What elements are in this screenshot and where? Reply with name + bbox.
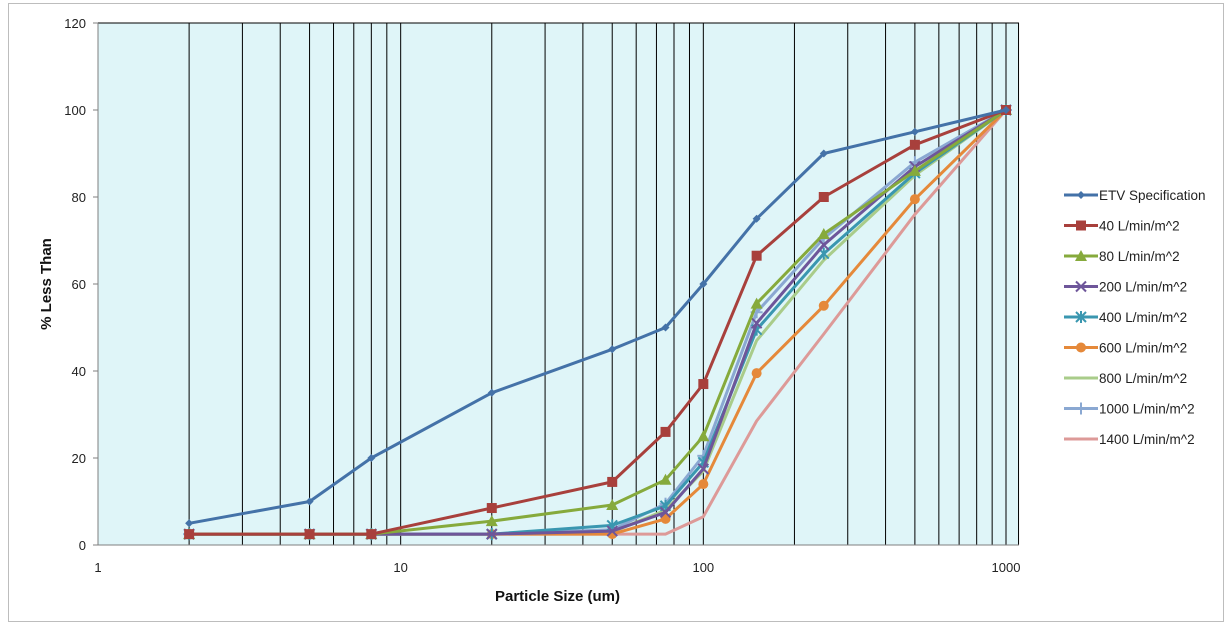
data-point <box>750 317 763 329</box>
data-point <box>1077 191 1085 199</box>
data-point <box>367 454 376 462</box>
data-point <box>699 280 708 288</box>
legend-label: 600 L/min/m^2 <box>1099 341 1187 356</box>
data-point <box>1076 342 1086 353</box>
x-tick-label: 100 <box>692 560 714 575</box>
data-point <box>751 250 762 261</box>
data-point <box>606 525 618 537</box>
data-point <box>909 139 920 150</box>
legend-label: ETV Specification <box>1099 188 1206 203</box>
data-point <box>697 463 710 475</box>
data-point <box>752 214 761 223</box>
legend-item: 80 L/min/m^2 <box>1064 249 1180 264</box>
legend-label: 400 L/min/m^2 <box>1099 310 1187 325</box>
legend-label: 200 L/min/m^2 <box>1099 280 1187 295</box>
data-point <box>608 345 617 354</box>
data-point <box>909 194 920 205</box>
data-point <box>661 323 670 332</box>
data-point <box>1002 106 1010 114</box>
legend-item: 1400 L/min/m^2 <box>1064 432 1195 447</box>
data-point <box>660 426 671 437</box>
y-tick-label: 80 <box>72 190 86 205</box>
y-tick-label: 40 <box>72 364 86 379</box>
data-point <box>486 503 497 514</box>
series-group <box>183 104 1012 541</box>
x-axis-title: Particle Size (um) <box>495 588 620 605</box>
data-point <box>698 479 709 490</box>
legend-item: 400 L/min/m^2 <box>1064 310 1187 325</box>
data-point <box>751 368 762 379</box>
data-point <box>819 149 828 158</box>
plot-area <box>98 23 1019 545</box>
x-tick-label: 1000 <box>992 560 1021 575</box>
y-tick-label: 60 <box>72 277 86 292</box>
x-tick-label: 1 <box>94 560 101 575</box>
data-point <box>698 379 709 390</box>
legend-item: 1000 L/min/m^2 <box>1064 402 1195 417</box>
legend-label: 800 L/min/m^2 <box>1099 371 1187 386</box>
legend-item: ETV Specification <box>1064 188 1206 203</box>
data-point <box>607 476 618 487</box>
data-point <box>366 529 377 540</box>
legend-label: 80 L/min/m^2 <box>1099 249 1180 264</box>
legend: ETV Specification 40 L/min/m^2 80 L/min/m^… <box>1064 188 1206 447</box>
data-point <box>1075 402 1087 415</box>
y-tick-label: 100 <box>64 103 86 118</box>
data-point <box>304 529 315 540</box>
legend-item: 800 L/min/m^2 <box>1064 371 1187 386</box>
data-point <box>908 164 921 176</box>
data-point <box>185 519 194 528</box>
series-40-l-min-m-2 <box>184 105 1011 540</box>
data-point <box>659 506 672 519</box>
legend-label: 1000 L/min/m^2 <box>1099 402 1195 417</box>
legend-item: 40 L/min/m^2 <box>1064 219 1180 234</box>
data-point <box>697 430 710 442</box>
y-axis-title: % Less Than <box>38 238 55 330</box>
data-point <box>910 127 919 136</box>
legend-item: 600 L/min/m^2 <box>1064 341 1187 356</box>
data-point <box>1075 280 1087 293</box>
data-point <box>606 498 619 510</box>
data-point <box>818 239 830 251</box>
y-tick-label: 0 <box>79 538 86 553</box>
data-point <box>660 513 671 524</box>
data-point <box>487 388 496 397</box>
series-etv-specification <box>185 106 1010 528</box>
data-point <box>305 497 314 506</box>
y-tick-label: 120 <box>64 16 86 31</box>
data-point <box>818 300 829 311</box>
legend-item: 200 L/min/m^2 <box>1064 280 1187 295</box>
legend-label: 40 L/min/m^2 <box>1099 219 1180 234</box>
data-point <box>750 297 763 309</box>
data-point <box>184 529 195 540</box>
data-point <box>659 473 672 485</box>
data-point <box>818 192 829 202</box>
data-point <box>486 528 498 540</box>
data-point <box>1076 220 1086 231</box>
y-tick-label: 20 <box>72 451 86 466</box>
data-point <box>485 515 498 527</box>
data-point <box>817 227 830 239</box>
axes <box>93 22 1019 546</box>
legend-label: 1400 L/min/m^2 <box>1099 432 1195 447</box>
data-point <box>1075 250 1087 261</box>
data-point <box>1075 311 1087 323</box>
x-tick-label: 10 <box>393 560 407 575</box>
